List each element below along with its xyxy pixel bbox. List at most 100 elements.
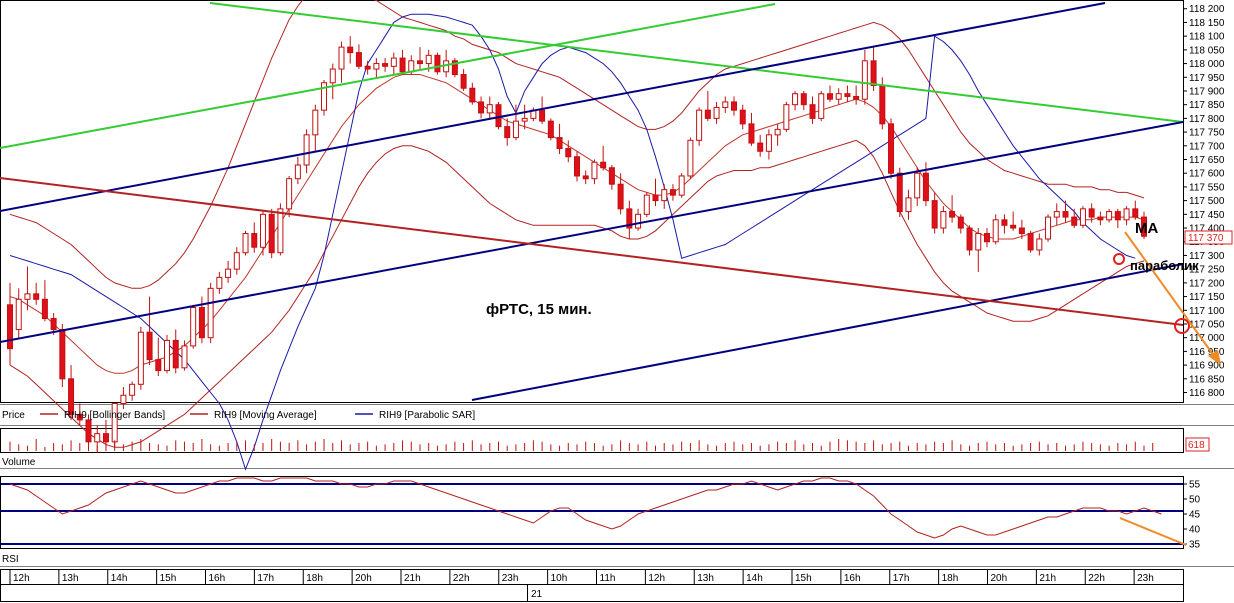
volume-bars [9, 439, 1154, 451]
candle-body [888, 123, 895, 174]
candle-body [547, 120, 554, 139]
annotation-parabolic: параболик [1130, 258, 1199, 273]
rsi-panel[interactable] [0, 476, 1184, 549]
candle-body [1079, 208, 1086, 226]
candle-body [190, 307, 197, 347]
price-tick-label: 117 450 [1189, 210, 1225, 221]
candle-body [931, 200, 938, 229]
price-tick-label: 118 100 [1189, 32, 1225, 43]
forecast-arrow-head [1208, 350, 1221, 365]
candle-body [286, 178, 293, 210]
candle-body [504, 126, 511, 139]
price-tick-label: 116 850 [1189, 374, 1225, 385]
volume-panel[interactable] [0, 428, 1184, 453]
candle-body [896, 172, 903, 213]
trendline-green-falling [209, 2, 1184, 123]
candle-body [76, 413, 83, 421]
price-tick-label: 117 750 [1189, 128, 1225, 139]
time-tick-label: 14h [746, 573, 763, 584]
candle-body [643, 194, 650, 215]
candle-body [172, 339, 179, 369]
time-tick-label: 11h [600, 573, 616, 584]
time-tick-label: 14h [111, 573, 128, 584]
price-tick-label: 118 050 [1189, 45, 1225, 56]
candle-body [181, 345, 188, 369]
candle-body [1088, 208, 1095, 218]
candle-body [652, 194, 659, 202]
trendline-blue-lower [471, 263, 1184, 401]
trendline-red-support [0, 177, 1184, 326]
candle-body [722, 101, 729, 108]
price-tick-label: 117 050 [1189, 319, 1225, 330]
time-tick-label: 13h [62, 573, 79, 584]
candle-body [382, 63, 389, 67]
price-tick-label: 117 700 [1189, 141, 1225, 152]
candle-body [565, 148, 572, 158]
price-tick-label: 117 100 [1189, 306, 1225, 317]
candle-body [425, 54, 432, 65]
candlesticks [7, 36, 1147, 453]
time-tick-label: 15h [160, 573, 177, 584]
candle-body [355, 52, 362, 67]
candle-body [24, 293, 31, 300]
candle-body [198, 307, 205, 339]
time-tick-label: 13h [697, 573, 714, 584]
time-axis-labels: 12h 13h 14h 15h 16h 17h 18h 20h 21h 22h 23h 10h 11h 1… [9, 570, 1154, 584]
candle-body [861, 60, 868, 100]
bollinger-upper-line [9, 0, 1145, 289]
candle-body [635, 213, 642, 229]
candle-body [59, 328, 66, 380]
candle-body [242, 233, 249, 254]
annotation-ma: MA [1135, 220, 1158, 237]
candle-body [905, 197, 912, 213]
candle-body [1097, 216, 1104, 221]
price-tick-label: 117 950 [1189, 73, 1225, 84]
candle-body [696, 109, 703, 141]
trendline-blue-middle [0, 121, 1184, 343]
candle-body [626, 208, 633, 229]
price-panel[interactable] [0, 0, 1184, 403]
volume-panel-label: Volume [2, 457, 36, 468]
candle-body [277, 208, 284, 254]
candle-body [582, 175, 589, 180]
time-tick-label: 16h [844, 573, 861, 584]
candle-body [783, 104, 790, 130]
rsi-panel-label: RSI [2, 554, 19, 565]
candle-body [1123, 208, 1130, 221]
candle-body [408, 60, 415, 73]
candle-body [294, 164, 301, 180]
candle-body [164, 339, 171, 372]
candle-body [661, 189, 668, 202]
price-tick-label: 117 600 [1189, 169, 1225, 180]
candle-body [835, 93, 842, 100]
chart-annotation-title: фРТС, 15 мин. [486, 301, 592, 318]
price-tick-label: 117 500 [1189, 196, 1225, 207]
candle-body [748, 123, 755, 144]
candle-body [1132, 208, 1139, 218]
candle-body [1071, 216, 1078, 226]
candle-body [992, 219, 999, 243]
candle-body [879, 84, 886, 125]
candle-body [33, 293, 40, 300]
candle-body [1001, 219, 1008, 226]
price-tick-label: 117 400 [1189, 224, 1225, 235]
candle-body [975, 233, 982, 251]
candle-body [556, 137, 563, 150]
candle-body [460, 74, 467, 89]
candle-body [669, 189, 676, 196]
candle-body [512, 120, 519, 139]
candle-body [469, 87, 476, 103]
candle-body [373, 63, 380, 70]
trend-lines [0, 2, 1221, 401]
rsi-line [9, 477, 1162, 539]
candle-body [1141, 216, 1147, 237]
candle-body [922, 172, 929, 202]
price-tick-label: 116 800 [1189, 388, 1225, 399]
time-axis[interactable] [0, 569, 1184, 602]
candle-body [765, 134, 772, 152]
candle-body [600, 161, 607, 169]
candle-body [251, 233, 258, 248]
time-tick-label: 21h [1039, 573, 1056, 584]
time-tick-label: 20h [355, 573, 372, 584]
candle-body [364, 65, 371, 70]
